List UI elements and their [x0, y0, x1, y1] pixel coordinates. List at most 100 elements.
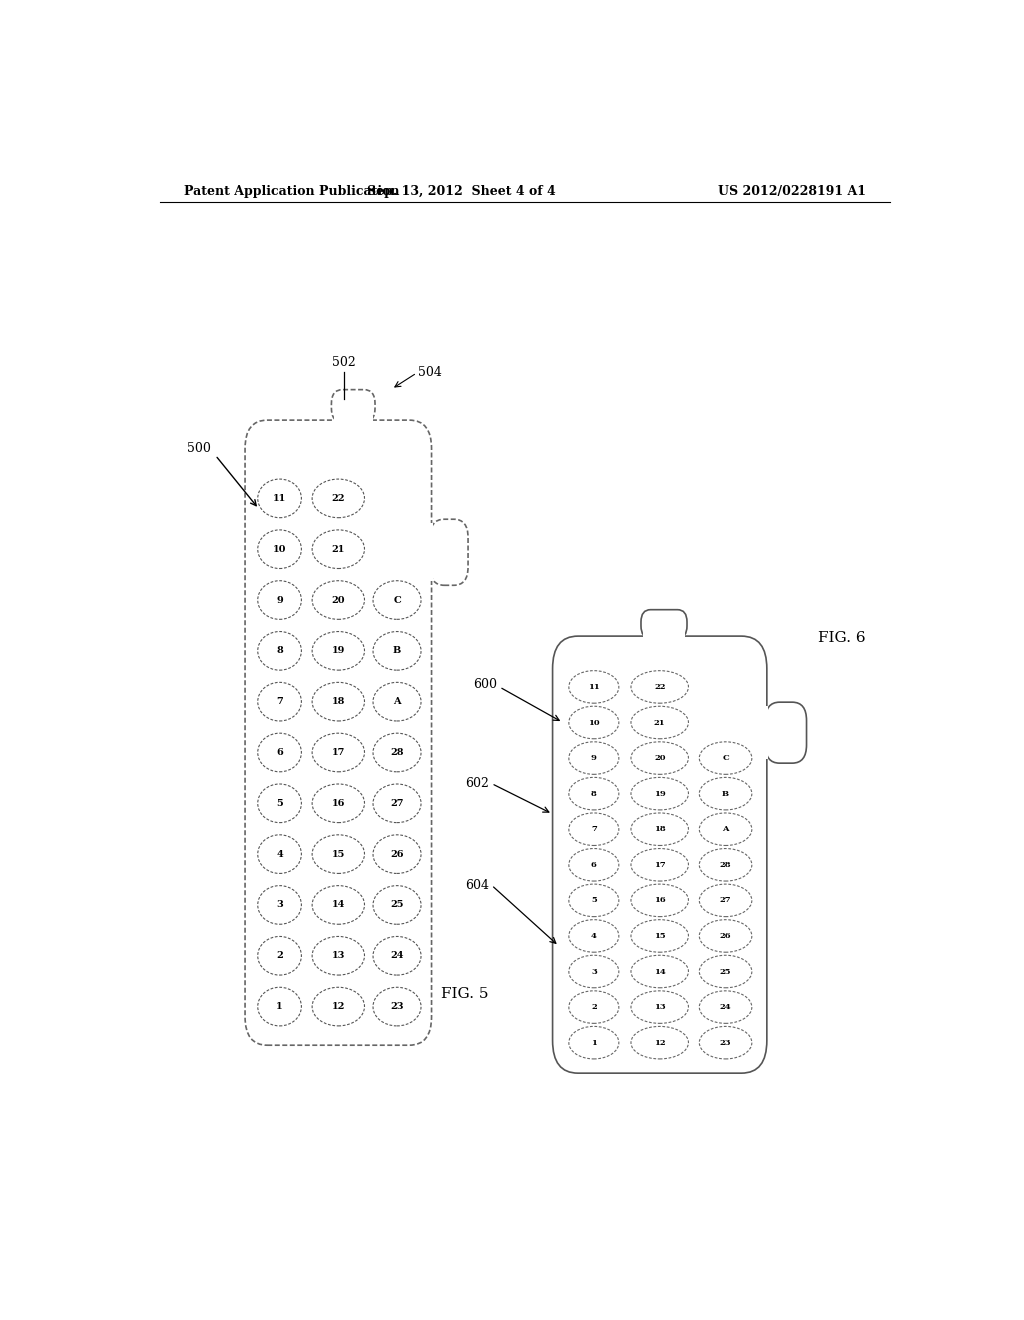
Text: 17: 17 — [654, 861, 666, 869]
Ellipse shape — [631, 920, 688, 952]
Ellipse shape — [258, 784, 301, 822]
Ellipse shape — [373, 581, 421, 619]
Ellipse shape — [258, 479, 301, 517]
Text: 4: 4 — [276, 850, 283, 858]
Text: 5: 5 — [591, 896, 597, 904]
Ellipse shape — [373, 682, 421, 721]
Text: C: C — [393, 595, 401, 605]
Text: 28: 28 — [390, 748, 403, 756]
Ellipse shape — [373, 784, 421, 822]
Text: 25: 25 — [390, 900, 403, 909]
Ellipse shape — [312, 529, 365, 569]
FancyBboxPatch shape — [765, 702, 807, 763]
Ellipse shape — [699, 956, 752, 987]
Ellipse shape — [631, 956, 688, 987]
Ellipse shape — [699, 849, 752, 880]
Ellipse shape — [699, 884, 752, 916]
Text: 13: 13 — [654, 1003, 666, 1011]
FancyBboxPatch shape — [332, 389, 375, 422]
Text: 8: 8 — [591, 789, 597, 797]
Text: 18: 18 — [332, 697, 345, 706]
Text: Patent Application Publication: Patent Application Publication — [183, 185, 399, 198]
Ellipse shape — [569, 777, 618, 810]
Ellipse shape — [569, 920, 618, 952]
Text: 604: 604 — [465, 879, 489, 891]
Ellipse shape — [699, 1027, 752, 1059]
Ellipse shape — [312, 631, 365, 671]
Ellipse shape — [373, 936, 421, 975]
Text: 14: 14 — [654, 968, 666, 975]
Ellipse shape — [312, 581, 365, 619]
Text: FIG. 6: FIG. 6 — [818, 631, 866, 645]
Ellipse shape — [258, 631, 301, 671]
Ellipse shape — [631, 742, 688, 775]
Text: 9: 9 — [276, 595, 283, 605]
Text: 2: 2 — [591, 1003, 597, 1011]
Ellipse shape — [569, 1027, 618, 1059]
Ellipse shape — [312, 784, 365, 822]
Text: 4: 4 — [591, 932, 597, 940]
Ellipse shape — [569, 742, 618, 775]
Ellipse shape — [699, 920, 752, 952]
Ellipse shape — [258, 529, 301, 569]
Ellipse shape — [312, 834, 365, 874]
Text: 11: 11 — [588, 682, 600, 690]
Ellipse shape — [258, 987, 301, 1026]
FancyBboxPatch shape — [245, 420, 431, 1045]
Text: 19: 19 — [654, 789, 666, 797]
Ellipse shape — [631, 884, 688, 916]
Text: B: B — [722, 789, 729, 797]
Ellipse shape — [631, 991, 688, 1023]
Ellipse shape — [258, 936, 301, 975]
FancyBboxPatch shape — [427, 523, 433, 581]
Text: 15: 15 — [332, 850, 345, 858]
Ellipse shape — [312, 682, 365, 721]
Text: 21: 21 — [654, 718, 666, 726]
Ellipse shape — [631, 849, 688, 880]
Text: 10: 10 — [272, 545, 287, 553]
Text: 1: 1 — [276, 1002, 283, 1011]
Text: 10: 10 — [588, 718, 600, 726]
Text: A: A — [722, 825, 729, 833]
Ellipse shape — [569, 956, 618, 987]
FancyBboxPatch shape — [430, 519, 468, 585]
Text: Sep. 13, 2012  Sheet 4 of 4: Sep. 13, 2012 Sheet 4 of 4 — [367, 185, 556, 198]
Text: 3: 3 — [276, 900, 283, 909]
FancyBboxPatch shape — [762, 706, 768, 759]
Ellipse shape — [569, 813, 618, 846]
Ellipse shape — [569, 849, 618, 880]
Text: 6: 6 — [276, 748, 283, 756]
Ellipse shape — [631, 777, 688, 810]
FancyBboxPatch shape — [334, 416, 373, 424]
Text: 16: 16 — [332, 799, 345, 808]
Ellipse shape — [631, 671, 688, 704]
Ellipse shape — [373, 886, 421, 924]
Text: 26: 26 — [720, 932, 731, 940]
Ellipse shape — [699, 777, 752, 810]
Ellipse shape — [569, 671, 618, 704]
FancyBboxPatch shape — [643, 632, 685, 640]
Ellipse shape — [373, 733, 421, 772]
Ellipse shape — [312, 733, 365, 772]
Text: 1: 1 — [591, 1039, 597, 1047]
Ellipse shape — [373, 631, 421, 671]
Text: 15: 15 — [654, 932, 666, 940]
Text: 17: 17 — [332, 748, 345, 756]
Text: 502: 502 — [332, 356, 355, 368]
Ellipse shape — [631, 813, 688, 846]
Text: 3: 3 — [591, 968, 597, 975]
Ellipse shape — [258, 834, 301, 874]
Text: 16: 16 — [654, 896, 666, 904]
Text: 8: 8 — [276, 647, 283, 655]
Text: 602: 602 — [465, 777, 489, 789]
Text: 19: 19 — [332, 647, 345, 655]
Ellipse shape — [569, 884, 618, 916]
Text: 26: 26 — [390, 850, 403, 858]
Ellipse shape — [699, 742, 752, 775]
Text: 22: 22 — [332, 494, 345, 503]
Ellipse shape — [258, 886, 301, 924]
Text: 9: 9 — [591, 754, 597, 762]
Ellipse shape — [312, 886, 365, 924]
Text: 23: 23 — [390, 1002, 403, 1011]
Text: 24: 24 — [720, 1003, 731, 1011]
